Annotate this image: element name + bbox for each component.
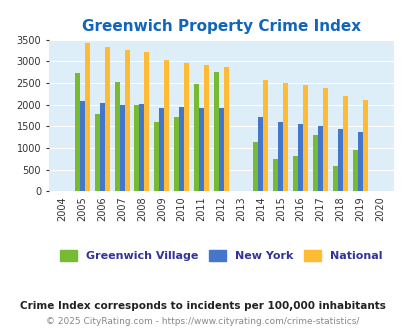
Bar bbox=[258, 117, 263, 191]
Bar bbox=[253, 142, 258, 191]
Text: Crime Index corresponds to incidents per 100,000 inhabitants: Crime Index corresponds to incidents per… bbox=[20, 301, 385, 311]
Bar bbox=[179, 107, 183, 191]
Bar bbox=[174, 117, 179, 191]
Bar bbox=[317, 126, 322, 191]
Bar bbox=[312, 135, 317, 191]
Bar bbox=[337, 128, 342, 191]
Bar bbox=[198, 108, 203, 191]
Text: © 2025 CityRating.com - https://www.cityrating.com/crime-statistics/: © 2025 CityRating.com - https://www.city… bbox=[46, 317, 359, 326]
Bar bbox=[273, 159, 277, 191]
Bar bbox=[342, 96, 347, 191]
Bar bbox=[119, 105, 124, 191]
Bar bbox=[154, 122, 159, 191]
Bar bbox=[213, 72, 218, 191]
Bar bbox=[80, 101, 85, 191]
Bar bbox=[218, 108, 223, 191]
Bar bbox=[75, 74, 80, 191]
Bar bbox=[124, 50, 129, 191]
Bar bbox=[104, 47, 109, 191]
Bar bbox=[85, 43, 90, 191]
Bar bbox=[277, 122, 283, 191]
Title: Greenwich Property Crime Index: Greenwich Property Crime Index bbox=[81, 19, 360, 34]
Bar bbox=[159, 108, 164, 191]
Bar bbox=[203, 65, 208, 191]
Bar bbox=[95, 114, 100, 191]
Bar bbox=[297, 124, 303, 191]
Bar bbox=[114, 82, 119, 191]
Bar bbox=[332, 166, 337, 191]
Bar bbox=[164, 59, 169, 191]
Bar bbox=[357, 132, 362, 191]
Legend: Greenwich Village, New York, National: Greenwich Village, New York, National bbox=[55, 246, 386, 266]
Bar bbox=[263, 80, 268, 191]
Bar bbox=[322, 88, 327, 191]
Bar bbox=[362, 100, 367, 191]
Bar bbox=[139, 104, 144, 191]
Bar bbox=[303, 85, 307, 191]
Bar bbox=[223, 67, 228, 191]
Bar bbox=[134, 105, 139, 191]
Bar bbox=[100, 103, 104, 191]
Bar bbox=[144, 52, 149, 191]
Bar bbox=[283, 83, 288, 191]
Bar bbox=[194, 84, 198, 191]
Bar bbox=[352, 150, 357, 191]
Bar bbox=[292, 156, 297, 191]
Bar bbox=[183, 63, 189, 191]
